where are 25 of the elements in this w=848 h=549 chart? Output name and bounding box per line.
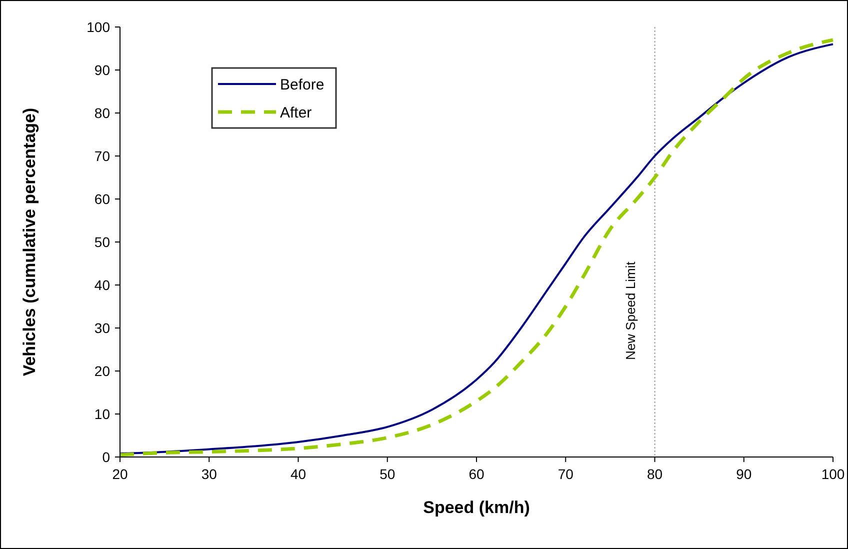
y-tick-label: 100 xyxy=(86,18,110,35)
y-tick-label: 20 xyxy=(94,362,110,379)
y-tick-label: 40 xyxy=(94,276,110,293)
legend-label: After xyxy=(280,104,312,122)
x-tick-label: 90 xyxy=(736,466,752,482)
y-tick-label: 10 xyxy=(94,406,110,422)
x-tick-label: 100 xyxy=(821,466,845,482)
y-axis-title: Vehicles (cumulative percentage) xyxy=(20,108,39,376)
y-tick-label: 60 xyxy=(94,190,110,207)
x-tick-label: 70 xyxy=(558,466,574,482)
y-tick-label: 0 xyxy=(102,448,110,465)
x-tick-label: 60 xyxy=(468,466,484,482)
x-tick-label: 30 xyxy=(201,466,218,482)
x-tick-label: 40 xyxy=(290,466,306,482)
y-tick-label: 30 xyxy=(94,320,110,336)
x-tick-label: 80 xyxy=(646,466,663,482)
x-tick-label: 20 xyxy=(112,466,128,482)
legend-label: Before xyxy=(280,76,324,94)
y-tick-label: 50 xyxy=(94,234,110,250)
y-tick-label: 90 xyxy=(94,62,110,78)
ref-line-label: New Speed Limit xyxy=(622,261,638,360)
x-axis-title: Speed (km/h) xyxy=(423,498,530,517)
y-tick-label: 70 xyxy=(94,148,110,164)
x-tick-label: 50 xyxy=(380,466,396,482)
y-tick-label: 80 xyxy=(94,104,110,121)
